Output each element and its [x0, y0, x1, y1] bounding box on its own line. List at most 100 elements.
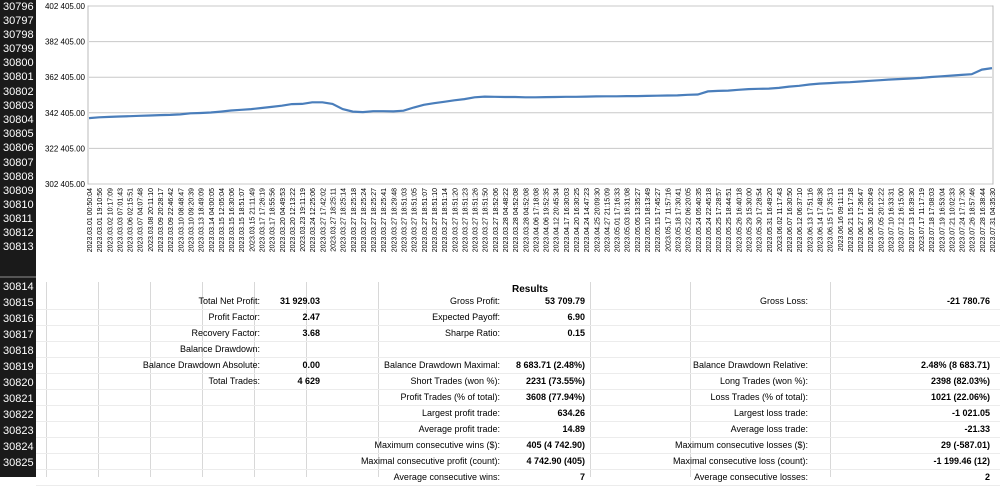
- x-tick-label: 2023.03.14 04:00:05: [209, 188, 216, 252]
- x-tick-label: 2023.03.28 04:52:08: [513, 188, 520, 252]
- result-value: 2231 (73.55%): [525, 376, 585, 386]
- row-number: 30809: [3, 185, 34, 197]
- cell-gridline: [202, 282, 203, 477]
- cell-gridline: [830, 282, 831, 477]
- x-tick-label: 2023.03.09 22:46:42: [168, 188, 175, 252]
- row-number: 30803: [3, 100, 34, 112]
- x-tick-label: 2023.07.12 16:15:00: [899, 188, 906, 252]
- result-label: Profit Trades (% of total):: [400, 392, 500, 402]
- x-tick-label: 2023.05.24 05:40:35: [696, 188, 703, 252]
- result-value: -21.33: [964, 424, 990, 434]
- x-tick-label: 2023.06.30 16:20:49: [868, 188, 875, 252]
- result-value: 2.47: [302, 312, 320, 322]
- result-value: -1 199.46 (12): [933, 456, 990, 466]
- x-tick-label: 2023.04.25 20:09:30: [594, 188, 601, 252]
- x-tick-label: 2023.07.13 16:39:30: [909, 188, 916, 252]
- x-tick-label: 2023.07.31 04:35:30: [990, 188, 997, 252]
- row-number: 30819: [3, 361, 34, 373]
- x-tick-label: 2023.03.27 18:51:20: [452, 188, 459, 252]
- result-value: 2398 (82.03%): [930, 376, 990, 386]
- x-tick-label: 2023.06.27 17:36:47: [858, 188, 865, 252]
- result-label: Recovery Factor:: [191, 328, 260, 338]
- cell-gridline: [590, 282, 591, 477]
- x-tick-label: 2023.07.21 10:02:33: [949, 188, 956, 252]
- balance-series-line: [88, 67, 993, 120]
- balance-chart: 402 405.00 382 405.00 362 405.00 342 405.00…: [45, 2, 997, 252]
- x-tick-label: 2023.03.15 12:05:04: [219, 188, 226, 252]
- row-number-gutter: 30796 30797 30798 30799 30800 30801 30802 30803…: [0, 0, 36, 477]
- result-label: Average loss trade:: [730, 424, 808, 434]
- result-label: Balance Drawdown Absolute:: [142, 360, 260, 370]
- row-gridline: [36, 453, 1000, 454]
- x-tick-label: 2023.03.27 18:51:07: [422, 188, 429, 252]
- result-value: 8 683.71 (2.48%): [515, 360, 585, 370]
- row-number: 30823: [3, 425, 34, 437]
- result-label: Average profit trade:: [418, 424, 500, 434]
- x-tick-label: 2023.03.27 18:25:14: [341, 188, 348, 252]
- x-tick-label: 2023.03.27 18:25:41: [381, 188, 388, 252]
- plot-area: [87, 5, 994, 185]
- x-tick-label: 2023.04.12 20:45:34: [554, 188, 561, 252]
- row-gridline: [36, 437, 1000, 438]
- row-number: 30818: [3, 345, 34, 357]
- x-tick-label: 2023.05.10 18:13:49: [645, 188, 652, 252]
- x-tick-label: 2023.03.27 18:29:48: [391, 188, 398, 252]
- row-gridline: [36, 357, 1000, 358]
- result-value: 1021 (22.06%): [930, 392, 990, 402]
- row-number: 30810: [3, 199, 34, 211]
- x-tick-label: 2023.07.10 16:33:31: [889, 188, 896, 252]
- result-value: 2: [984, 472, 990, 482]
- x-tick-label: 2023.03.27 18:51:50: [483, 188, 490, 252]
- row-gridline: [36, 469, 1000, 470]
- result-label: Balance Drawdown Maximal:: [383, 360, 500, 370]
- result-value: 634.26: [557, 408, 585, 418]
- row-number: 30817: [3, 329, 34, 341]
- y-tick-label: 342 405.00: [45, 109, 86, 118]
- y-tick-label: 302 405.00: [45, 180, 86, 189]
- cell-gridline: [378, 282, 379, 477]
- row-number: 30812: [3, 227, 34, 239]
- x-tick-label: 2023.03.15 16:30:06: [229, 188, 236, 252]
- row-number: 30808: [3, 171, 34, 183]
- row-number: 30804: [3, 114, 34, 126]
- row-number: 30805: [3, 128, 34, 140]
- result-value: 3608 (77.94%): [525, 392, 585, 402]
- row-gridline: [36, 373, 1000, 374]
- result-value: 4 629: [297, 376, 320, 386]
- row-gridline: [36, 309, 1000, 310]
- row-number: 30815: [3, 297, 34, 309]
- x-tick-label: 2023.03.08 20:11:10: [148, 188, 155, 252]
- row-number: 30822: [3, 409, 34, 421]
- x-tick-label: 2023.07.18 17:08:03: [929, 188, 936, 252]
- result-label: Long Trades (won %):: [719, 376, 808, 386]
- x-tick-label: 2023.03.28 04:52:08: [523, 188, 530, 252]
- x-tick-label: 2023.03.27 18:51:14: [442, 188, 449, 252]
- x-tick-label: 2023.04.24 14:47:23: [584, 188, 591, 252]
- x-tick-label: 2023.03.09 20:28:17: [158, 188, 165, 252]
- result-label: Short Trades (won %):: [410, 376, 500, 386]
- result-label: Expected Payoff:: [432, 312, 500, 322]
- x-tick-label: 2023.05.29 15:30:00: [746, 188, 753, 252]
- x-tick-label: 2023.07.26 18:57:46: [970, 188, 977, 252]
- result-value: 53 709.79: [544, 296, 585, 306]
- row-number: 30820: [3, 377, 34, 389]
- x-tick-label: 2023.05.31 16:49:20: [767, 188, 774, 252]
- x-tick-label: 2023.05.01 17:16:33: [615, 188, 622, 252]
- x-tick-label: 2023.05.17 11:57:16: [665, 188, 672, 252]
- x-tick-label: 2023.05.25 18:44:51: [726, 188, 733, 252]
- x-tick-label: 2023.03.27 18:25:24: [361, 188, 368, 252]
- x-tick-label: 2023.03.01 19:10:56: [97, 188, 104, 252]
- x-tick-label: 2023.05.15 17:45:27: [655, 188, 662, 252]
- x-tick-label: 2023.03.13 18:49:09: [199, 188, 206, 252]
- x-tick-label: 2023.03.27 18:51:05: [412, 188, 419, 252]
- result-value: 4 742.90 (405): [526, 456, 585, 466]
- x-tick-label: 2023.03.15 18:51:07: [239, 188, 246, 252]
- x-tick-label: 2023.07.17 11:17:19: [919, 188, 926, 252]
- x-tick-label: 2023.05.25 17:28:57: [716, 188, 723, 252]
- x-tick-label: 2023.04.20 16:30:25: [574, 188, 581, 252]
- x-tick-label: 2023.06.12 06:37:10: [797, 188, 804, 252]
- cell-gridline: [254, 282, 255, 477]
- result-value: 7: [579, 472, 585, 482]
- row-number: 30824: [3, 441, 34, 453]
- x-tick-label: 2023.03.27 18:51:26: [473, 188, 480, 252]
